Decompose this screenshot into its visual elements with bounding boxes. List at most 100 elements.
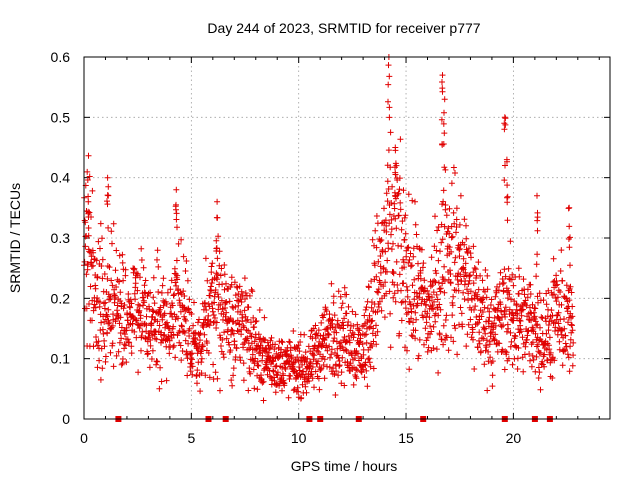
data-point bbox=[85, 225, 92, 231]
data-point bbox=[546, 334, 553, 341]
data-point bbox=[90, 262, 96, 269]
data-point bbox=[83, 305, 90, 312]
data-point bbox=[366, 355, 373, 362]
data-point bbox=[297, 339, 304, 345]
data-point bbox=[466, 277, 473, 284]
data-point bbox=[400, 280, 407, 287]
data-point bbox=[470, 280, 477, 287]
data-point bbox=[112, 267, 119, 274]
data-point bbox=[160, 302, 167, 309]
data-point bbox=[204, 340, 211, 346]
data-point bbox=[467, 316, 474, 323]
data-point bbox=[182, 317, 189, 324]
data-point bbox=[270, 368, 277, 375]
data-point bbox=[467, 272, 474, 279]
data-point bbox=[401, 264, 408, 271]
data-point bbox=[534, 293, 541, 300]
data-point bbox=[541, 351, 548, 358]
data-point bbox=[539, 358, 546, 365]
data-point bbox=[240, 344, 247, 351]
data-point bbox=[527, 291, 534, 297]
data-point bbox=[279, 387, 285, 394]
data-point bbox=[531, 314, 537, 321]
data-point bbox=[455, 287, 462, 294]
data-point bbox=[435, 279, 442, 286]
data-point bbox=[256, 345, 263, 352]
data-point bbox=[369, 343, 376, 349]
data-point bbox=[208, 287, 215, 294]
data-point bbox=[306, 365, 313, 372]
data-point bbox=[105, 183, 112, 190]
data-point bbox=[105, 192, 112, 199]
data-point bbox=[263, 346, 270, 353]
data-point bbox=[384, 257, 391, 264]
data-point bbox=[242, 290, 249, 296]
data-point bbox=[433, 291, 440, 298]
data-point bbox=[101, 271, 108, 277]
data-point bbox=[198, 370, 205, 377]
data-point bbox=[384, 178, 391, 185]
data-point bbox=[453, 224, 460, 230]
data-point bbox=[481, 304, 488, 311]
data-point bbox=[562, 347, 568, 354]
data-point bbox=[569, 362, 576, 369]
data-point bbox=[418, 246, 425, 253]
data-point bbox=[408, 308, 415, 315]
data-point bbox=[456, 246, 463, 253]
data-point bbox=[87, 283, 94, 290]
data-point bbox=[331, 371, 338, 378]
data-point bbox=[339, 354, 346, 361]
data-point bbox=[398, 299, 405, 306]
data-point bbox=[347, 360, 354, 367]
data-point bbox=[158, 289, 165, 296]
data-point bbox=[256, 307, 263, 313]
data-point bbox=[188, 355, 195, 361]
data-point bbox=[93, 334, 99, 340]
data-point bbox=[418, 284, 425, 291]
data-point bbox=[430, 289, 437, 296]
data-point bbox=[396, 175, 403, 182]
data-point bbox=[500, 322, 507, 329]
data-point bbox=[406, 256, 413, 263]
data-point bbox=[465, 321, 472, 328]
data-point bbox=[454, 351, 461, 358]
data-point bbox=[217, 387, 223, 394]
data-point bbox=[454, 276, 461, 283]
data-point bbox=[378, 307, 385, 314]
data-point bbox=[441, 223, 448, 230]
data-point bbox=[558, 247, 565, 254]
data-point bbox=[388, 226, 395, 233]
data-point bbox=[450, 293, 457, 300]
data-point bbox=[496, 340, 503, 347]
data-point bbox=[120, 305, 127, 312]
data-point bbox=[424, 287, 431, 294]
data-point bbox=[113, 247, 120, 254]
data-point bbox=[452, 170, 458, 176]
data-point bbox=[428, 305, 435, 312]
data-point bbox=[192, 329, 199, 336]
data-point bbox=[266, 345, 273, 352]
data-point bbox=[437, 285, 444, 292]
data-point bbox=[489, 372, 496, 379]
data-point bbox=[362, 306, 369, 313]
data-point bbox=[183, 258, 190, 264]
data-point bbox=[135, 369, 142, 376]
data-point bbox=[189, 356, 195, 363]
data-point bbox=[404, 245, 411, 251]
data-point bbox=[229, 382, 236, 389]
data-point bbox=[154, 247, 161, 254]
data-point bbox=[99, 365, 106, 372]
data-point bbox=[372, 227, 379, 234]
data-point bbox=[176, 297, 183, 304]
data-point bbox=[240, 377, 247, 384]
data-point bbox=[438, 336, 445, 343]
data-point bbox=[404, 347, 410, 354]
data-point bbox=[450, 338, 457, 345]
data-point bbox=[336, 363, 343, 370]
data-point bbox=[230, 365, 237, 372]
data-point bbox=[442, 317, 449, 323]
data-point bbox=[481, 361, 488, 368]
data-point bbox=[549, 375, 556, 381]
data-point bbox=[372, 332, 379, 339]
data-point bbox=[251, 360, 258, 367]
